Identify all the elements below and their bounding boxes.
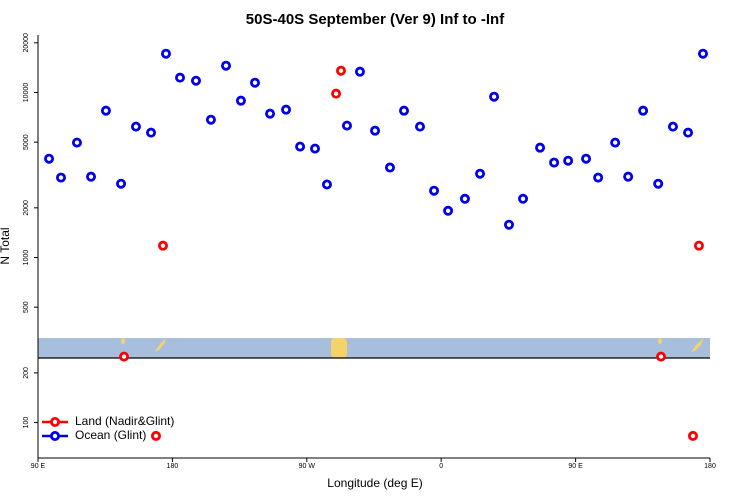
- data-point: [335, 65, 346, 76]
- x-tick-label: 180: [167, 463, 179, 470]
- data-point: [310, 143, 321, 154]
- legend-marker: [50, 430, 61, 441]
- data-point: [354, 66, 365, 77]
- data-point: [475, 168, 486, 179]
- data-point: [687, 430, 698, 441]
- data-point: [146, 127, 157, 138]
- data-point: [593, 172, 604, 183]
- data-point: [265, 108, 276, 119]
- data-point: [100, 105, 111, 116]
- data-point: [656, 351, 667, 362]
- y-tick-label: 200: [23, 367, 30, 379]
- data-point: [235, 95, 246, 106]
- data-point: [429, 185, 440, 196]
- data-point: [581, 153, 592, 164]
- x-tick-label: 90 W: [299, 463, 316, 470]
- y-tick-label: 20000: [23, 33, 30, 53]
- data-point: [341, 120, 352, 131]
- data-point: [610, 137, 621, 148]
- data-point: [384, 162, 395, 173]
- y-tick-label: 500: [23, 301, 30, 313]
- data-point: [414, 121, 425, 132]
- data-point: [503, 219, 514, 230]
- y-tick-label: 5000: [23, 134, 30, 150]
- data-point: [459, 193, 470, 204]
- map-land: [121, 338, 704, 358]
- data-point: [55, 172, 66, 183]
- y-tick-label: 2000: [23, 200, 30, 216]
- data-point: [281, 104, 292, 115]
- data-point: [653, 178, 664, 189]
- data-point: [160, 48, 171, 59]
- y-tick-label: 1000: [23, 250, 30, 266]
- data-point: [71, 137, 82, 148]
- data-point: [443, 205, 454, 216]
- x-tick-label: 90 E: [31, 463, 46, 470]
- data-point: [205, 114, 216, 125]
- data-point: [175, 72, 186, 83]
- legend-label: Ocean (Glint): [75, 428, 146, 442]
- data-point: [683, 127, 694, 138]
- x-axis-label: Longitude (deg E): [327, 476, 422, 490]
- data-point: [150, 430, 161, 441]
- data-point: [535, 142, 546, 153]
- data-point: [623, 171, 634, 182]
- map-ocean: [38, 338, 710, 358]
- data-point: [44, 153, 55, 164]
- legend-label: Land (Nadir&Glint): [75, 414, 174, 428]
- data-point: [295, 141, 306, 152]
- data-point: [221, 60, 232, 71]
- data-point: [119, 351, 130, 362]
- data-point: [489, 91, 500, 102]
- data-point: [693, 240, 704, 251]
- x-tick-label: 180: [704, 463, 716, 470]
- data-point: [190, 75, 201, 86]
- data-point: [130, 121, 141, 132]
- data-point: [563, 155, 574, 166]
- data-point: [697, 48, 708, 59]
- data-point: [331, 88, 342, 99]
- data-point: [321, 179, 332, 190]
- y-tick-label: 10000: [23, 83, 30, 103]
- x-tick-label: 0: [439, 463, 443, 470]
- data-point: [667, 121, 678, 132]
- y-axis-label: N Total: [0, 227, 12, 264]
- data-point: [518, 193, 529, 204]
- data-point: [549, 157, 560, 168]
- data-point: [86, 171, 97, 182]
- data-point: [399, 105, 410, 116]
- x-tick-label: 90 E: [568, 463, 583, 470]
- data-point: [249, 77, 260, 88]
- y-tick-label: 100: [23, 417, 30, 429]
- data-point: [116, 178, 127, 189]
- legend-marker: [50, 416, 61, 427]
- data-point: [638, 105, 649, 116]
- data-point: [370, 125, 381, 136]
- chart-title: 50S-40S September (Ver 9) Inf to -Inf: [246, 11, 505, 28]
- data-point: [157, 240, 168, 251]
